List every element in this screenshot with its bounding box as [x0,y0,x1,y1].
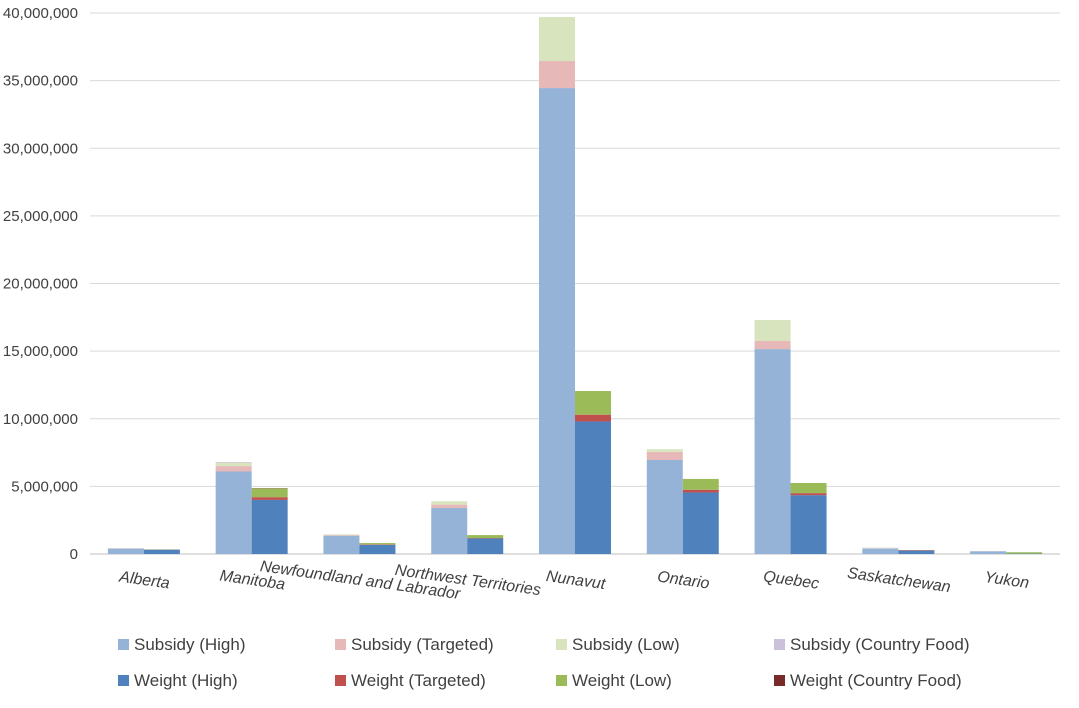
bar-weight-low-quebec [791,483,827,493]
y-tick-label: 15,000,000 [3,343,78,360]
bar-subsidy-high-nunavut [539,88,575,554]
x-tick-label: Yukon [983,569,1030,592]
legend-swatch [335,675,346,686]
x-tick-label: Alberta [117,568,171,592]
legend-swatch [335,639,346,650]
bar-subsidy-targeted-ontario [647,452,683,460]
bar-subsidy-high-yukon [970,551,1006,554]
legend-label: Weight (Low) [572,671,672,690]
bar-subsidy-low-nunavut [539,17,575,61]
bar-subsidy-high-alberta [108,549,144,554]
legend-swatch [118,675,129,686]
bar-weight-low-yukon [1006,552,1042,553]
bar-subsidy-high-newfoundland-and-labrador [323,536,359,554]
legend-swatch [774,639,785,650]
bar-subsidy-low-ontario [647,449,683,452]
bar-weight-high-newfoundland-and-labrador [359,545,395,554]
y-tick-label: 5,000,000 [11,478,78,495]
bar-weight-targeted-quebec [791,493,827,495]
bar-subsidy-low-northwest-territories [431,501,467,504]
legend-label: Weight (Country Food) [790,671,962,690]
legend-swatch [774,675,785,686]
bar-subsidy-high-saskatchewan [862,549,898,554]
y-tick-label: 10,000,000 [3,411,78,428]
bar-weight-low-nunavut [575,391,611,415]
bar-weight-low-manitoba [252,488,288,497]
bar-subsidy-low-quebec [755,320,791,341]
x-tick-label: Ontario [656,568,710,592]
legend-label: Subsidy (Targeted) [351,635,494,654]
bar-subsidy-targeted-northwest-territories [431,505,467,508]
bar-weight-high-saskatchewan [898,551,934,554]
bar-weight-high-quebec [791,495,827,554]
x-tick-label: Nunavut [545,568,607,593]
x-tick-label: Quebec [762,568,820,593]
y-tick-label: 0 [70,546,78,563]
bar-subsidy-targeted-newfoundland-and-labrador [323,535,359,536]
bar-subsidy-targeted-manitoba [216,466,252,471]
x-tick-label: Saskatchewan [846,565,952,596]
legend-label: Subsidy (High) [134,635,246,654]
bar-weight-high-nunavut [575,421,611,554]
bar-subsidy-targeted-quebec [755,341,791,349]
legend-label: Subsidy (Low) [572,635,680,654]
bar-weight-high-alberta [144,550,180,554]
bar-weight-high-manitoba [252,500,288,554]
legend-label: Weight (Targeted) [351,671,486,690]
bar-subsidy-high-quebec [755,349,791,554]
y-tick-label: 20,000,000 [3,276,78,293]
y-tick-label: 35,000,000 [3,73,78,90]
bar-weight-low-ontario [683,479,719,490]
bar-subsidy-country-food-manitoba [216,462,252,463]
legend-label: Subsidy (Country Food) [790,635,970,654]
legend-swatch [556,639,567,650]
bar-weight-low-newfoundland-and-labrador [359,543,395,544]
bar-subsidy-low-manitoba [216,463,252,466]
bar-weight-low-northwest-territories [467,535,503,538]
legend-swatch [556,675,567,686]
bar-weight-high-northwest-territories [467,538,503,554]
bar-weight-targeted-manitoba [252,497,288,500]
bar-subsidy-targeted-nunavut [539,61,575,88]
legend: Subsidy (High) Subsidy (Targeted) Subsidy … [118,635,970,690]
bar-subsidy-high-ontario [647,460,683,554]
bar-weight-high-ontario [683,492,719,554]
bar-subsidy-high-manitoba [216,471,252,554]
bar-weight-targeted-nunavut [575,415,611,422]
y-axis: 0 5,000,000 10,000,000 15,000,000 20,000,000… [3,5,78,563]
bars [108,17,1042,554]
bar-subsidy-high-northwest-territories [431,508,467,554]
y-tick-label: 40,000,000 [3,5,78,22]
y-tick-label: 25,000,000 [3,208,78,225]
bar-weight-targeted-ontario [683,490,719,493]
y-tick-label: 30,000,000 [3,140,78,157]
legend-swatch [118,639,129,650]
legend-label: Weight (High) [134,671,238,690]
bar-subsidy-low-newfoundland-and-labrador [323,534,359,535]
